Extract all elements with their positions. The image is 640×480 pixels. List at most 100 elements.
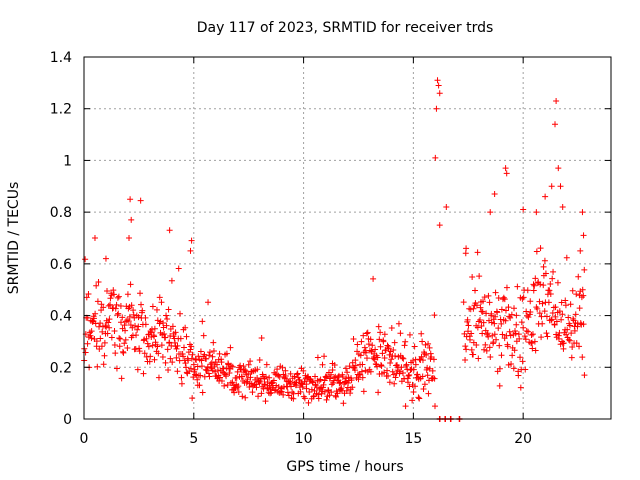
data-point (496, 342, 503, 349)
data-point (403, 361, 410, 368)
data-point (174, 342, 181, 349)
data-point (500, 294, 507, 301)
data-point (540, 282, 547, 289)
data-point (559, 311, 566, 318)
data-point (174, 368, 181, 375)
data-point (581, 266, 588, 273)
data-point (220, 365, 227, 372)
data-point (573, 340, 580, 347)
data-point (275, 372, 282, 379)
data-point (226, 369, 233, 376)
y-tick-labels: 0 0.2 0.4 0.6 0.8 1 1.2 1.4 (50, 50, 72, 428)
data-point (83, 294, 90, 301)
data-point (424, 372, 431, 379)
data-point (216, 350, 223, 357)
data-point (429, 367, 436, 374)
data-point (229, 379, 236, 386)
data-point (93, 343, 100, 350)
data-point (375, 323, 382, 330)
data-point (552, 121, 559, 128)
data-point (560, 340, 567, 347)
data-point (539, 320, 546, 327)
data-point (580, 292, 587, 299)
data-point (510, 365, 517, 372)
data-point (399, 354, 406, 361)
data-point (282, 367, 289, 374)
data-point (469, 274, 476, 281)
data-point (352, 357, 359, 364)
data-point (204, 367, 211, 374)
data-point (121, 340, 128, 347)
data-point (348, 377, 355, 384)
data-point (520, 206, 527, 213)
data-point (224, 382, 231, 389)
data-point (513, 312, 520, 319)
data-point (423, 351, 430, 358)
data-point (258, 334, 265, 341)
data-point (154, 343, 161, 350)
data-point (519, 295, 526, 302)
data-point (553, 331, 560, 338)
data-point (498, 352, 505, 359)
data-point (352, 367, 359, 374)
data-point (110, 291, 117, 298)
data-point (85, 291, 92, 298)
data-point (187, 247, 194, 254)
data-points (81, 77, 588, 422)
data-point (564, 326, 571, 333)
data-point (326, 392, 333, 399)
data-point (321, 353, 328, 360)
data-point (433, 105, 440, 112)
data-point (149, 303, 156, 310)
data-point (322, 374, 329, 381)
data-point (480, 298, 487, 305)
data-point (165, 367, 172, 374)
data-point (279, 364, 286, 371)
data-point (523, 328, 530, 335)
data-point (110, 287, 117, 294)
data-point (492, 313, 499, 320)
data-point (477, 317, 484, 324)
data-point (518, 319, 525, 326)
data-point (485, 333, 492, 340)
data-point (575, 273, 582, 280)
data-point (544, 333, 551, 340)
data-point (241, 366, 248, 373)
y-tick-label: 1.2 (50, 102, 72, 118)
data-point (127, 196, 134, 203)
data-point (153, 306, 160, 313)
data-point (163, 312, 170, 319)
data-point (418, 330, 425, 337)
data-point (296, 376, 303, 383)
data-point (205, 370, 212, 377)
data-point (367, 336, 374, 343)
data-point (525, 314, 532, 321)
data-point (541, 257, 548, 264)
data-point (357, 352, 364, 359)
data-point (362, 367, 369, 374)
data-point (320, 384, 327, 391)
data-point (387, 360, 394, 367)
data-point (203, 355, 210, 362)
data-point (175, 265, 182, 272)
data-point (579, 209, 586, 216)
data-point (301, 395, 308, 402)
data-point (345, 379, 352, 386)
data-point (116, 343, 123, 350)
data-point (254, 366, 261, 373)
data-point (297, 388, 304, 395)
data-point (331, 361, 338, 368)
data-point (235, 383, 242, 390)
data-point (143, 335, 150, 342)
data-point (536, 310, 543, 317)
data-point (238, 373, 245, 380)
data-point (206, 373, 213, 380)
data-point (358, 368, 365, 375)
data-point (103, 323, 110, 330)
data-point (565, 336, 572, 343)
data-point (556, 308, 563, 315)
data-point (247, 358, 254, 365)
data-point (553, 97, 560, 104)
data-point (496, 382, 503, 389)
data-point (530, 281, 537, 288)
